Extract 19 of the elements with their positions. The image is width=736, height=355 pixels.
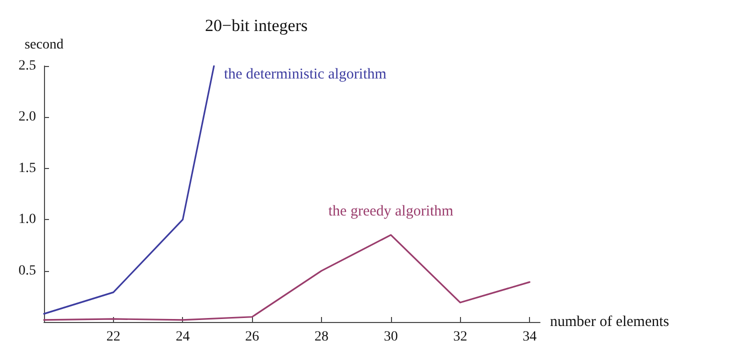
x-tick-label: 26	[245, 330, 260, 344]
x-tick-label: 32	[453, 330, 468, 344]
chart-title: 20−bit integers	[205, 16, 308, 35]
x-tick-label: 34	[522, 330, 537, 344]
y-tick-label: 1.0	[18, 212, 36, 228]
line-series	[43, 234, 530, 321]
x-tick-label: 28	[314, 330, 328, 344]
series-label: the deterministic algorithm	[224, 66, 387, 82]
line-series	[43, 65, 215, 315]
y-tick-label: 0.5	[18, 263, 36, 278]
y-tick-label: 2.5	[18, 58, 36, 74]
y-tick-label: 2.0	[18, 110, 36, 125]
y-axis-title: second	[24, 38, 64, 52]
series-label: the greedy algorithm	[328, 203, 454, 220]
x-tick-label: 22	[106, 330, 120, 344]
x-tick-label: 30	[384, 330, 398, 344]
y-tick-label: 1.5	[18, 160, 36, 176]
x-tick-label: 24	[176, 330, 190, 344]
x-axis-title: number of elements	[550, 314, 670, 330]
